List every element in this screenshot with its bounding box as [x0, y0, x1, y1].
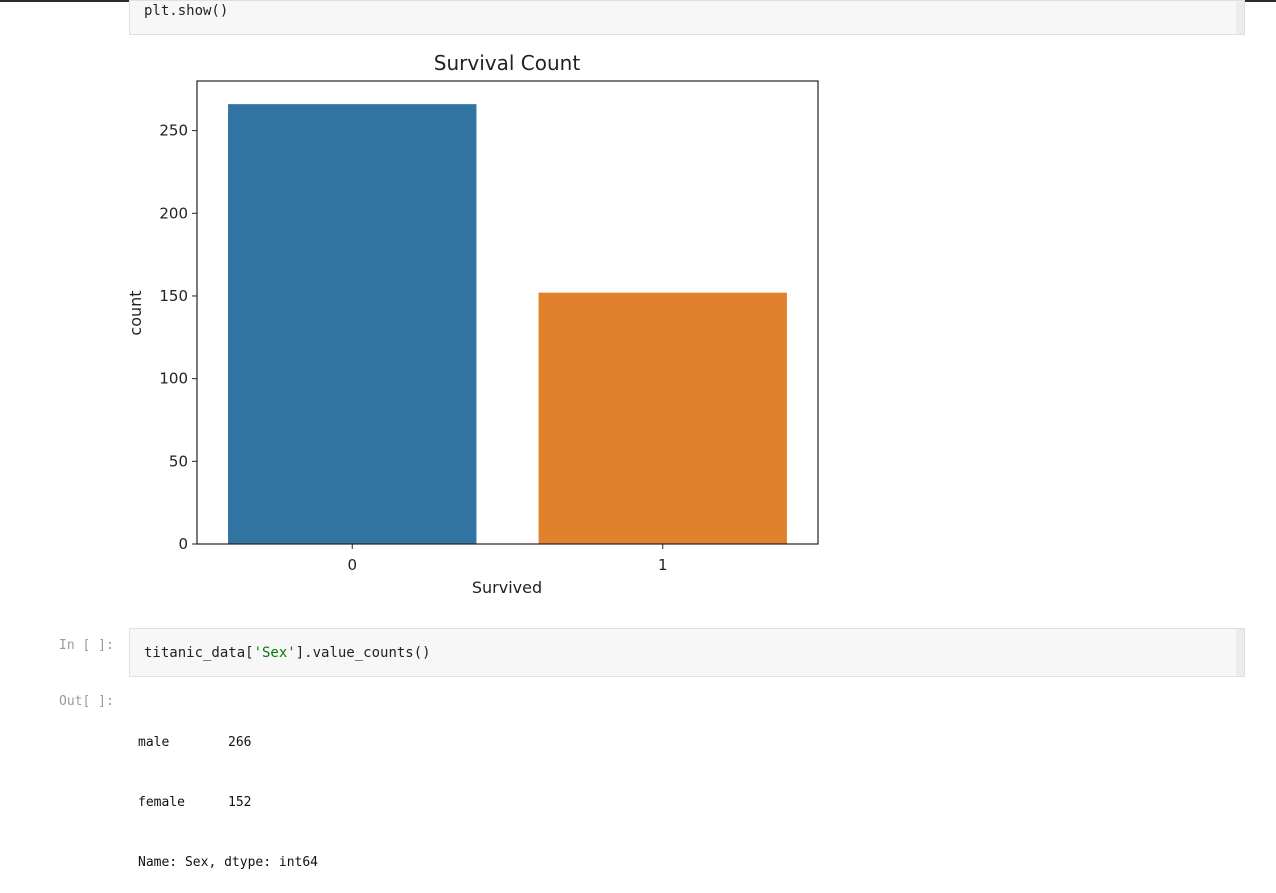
y-tick-label: 0	[178, 535, 188, 553]
output-value: 266	[228, 735, 252, 750]
output-label: female	[138, 795, 185, 810]
y-tick-label: 150	[159, 287, 188, 305]
code-token: ].value_counts()	[295, 645, 431, 661]
code-string-token: 'Sex'	[253, 645, 296, 661]
code-token: titanic_data[	[144, 645, 254, 661]
code-line: plt.show()	[144, 3, 229, 19]
y-axis-label: count	[126, 290, 145, 335]
survival-count-chart: Survival Count 0 50 100 150 200 250 0 1 Surviv…	[126, 51, 819, 597]
output-value: 152	[228, 795, 252, 810]
cell-output: male 266 female 152 Name: Sex, dtype: int6…	[138, 693, 318, 893]
chart-title: Survival Count	[434, 51, 581, 75]
output-row: male 266	[138, 733, 318, 753]
x-tick-label: 1	[658, 556, 668, 574]
y-tick-label: 200	[159, 204, 188, 222]
code-cell-input[interactable]: titanic_data['Sex'].value_counts()	[129, 628, 1245, 677]
output-label: male	[138, 735, 170, 750]
y-tick-label: 250	[159, 122, 188, 140]
output-footer: Name: Sex, dtype: int64	[138, 855, 319, 870]
bar-0	[228, 104, 477, 545]
y-tick-label: 100	[159, 370, 188, 388]
plot-frame	[196, 80, 819, 545]
output-prompt: Out[ ]:	[59, 694, 114, 709]
y-tick-label: 50	[169, 452, 188, 470]
output-row: female 152	[138, 793, 318, 813]
code-cell-previous[interactable]: plt.show()	[129, 0, 1245, 35]
bar-1	[538, 292, 787, 544]
x-tick-label: 0	[347, 556, 357, 574]
x-axis-label: Survived	[472, 578, 542, 597]
input-prompt: In [ ]:	[59, 638, 114, 653]
code-line[interactable]: titanic_data['Sex'].value_counts()	[144, 645, 431, 661]
cell-scrollbar[interactable]	[1236, 629, 1244, 676]
cell-scrollbar[interactable]	[1236, 1, 1244, 34]
